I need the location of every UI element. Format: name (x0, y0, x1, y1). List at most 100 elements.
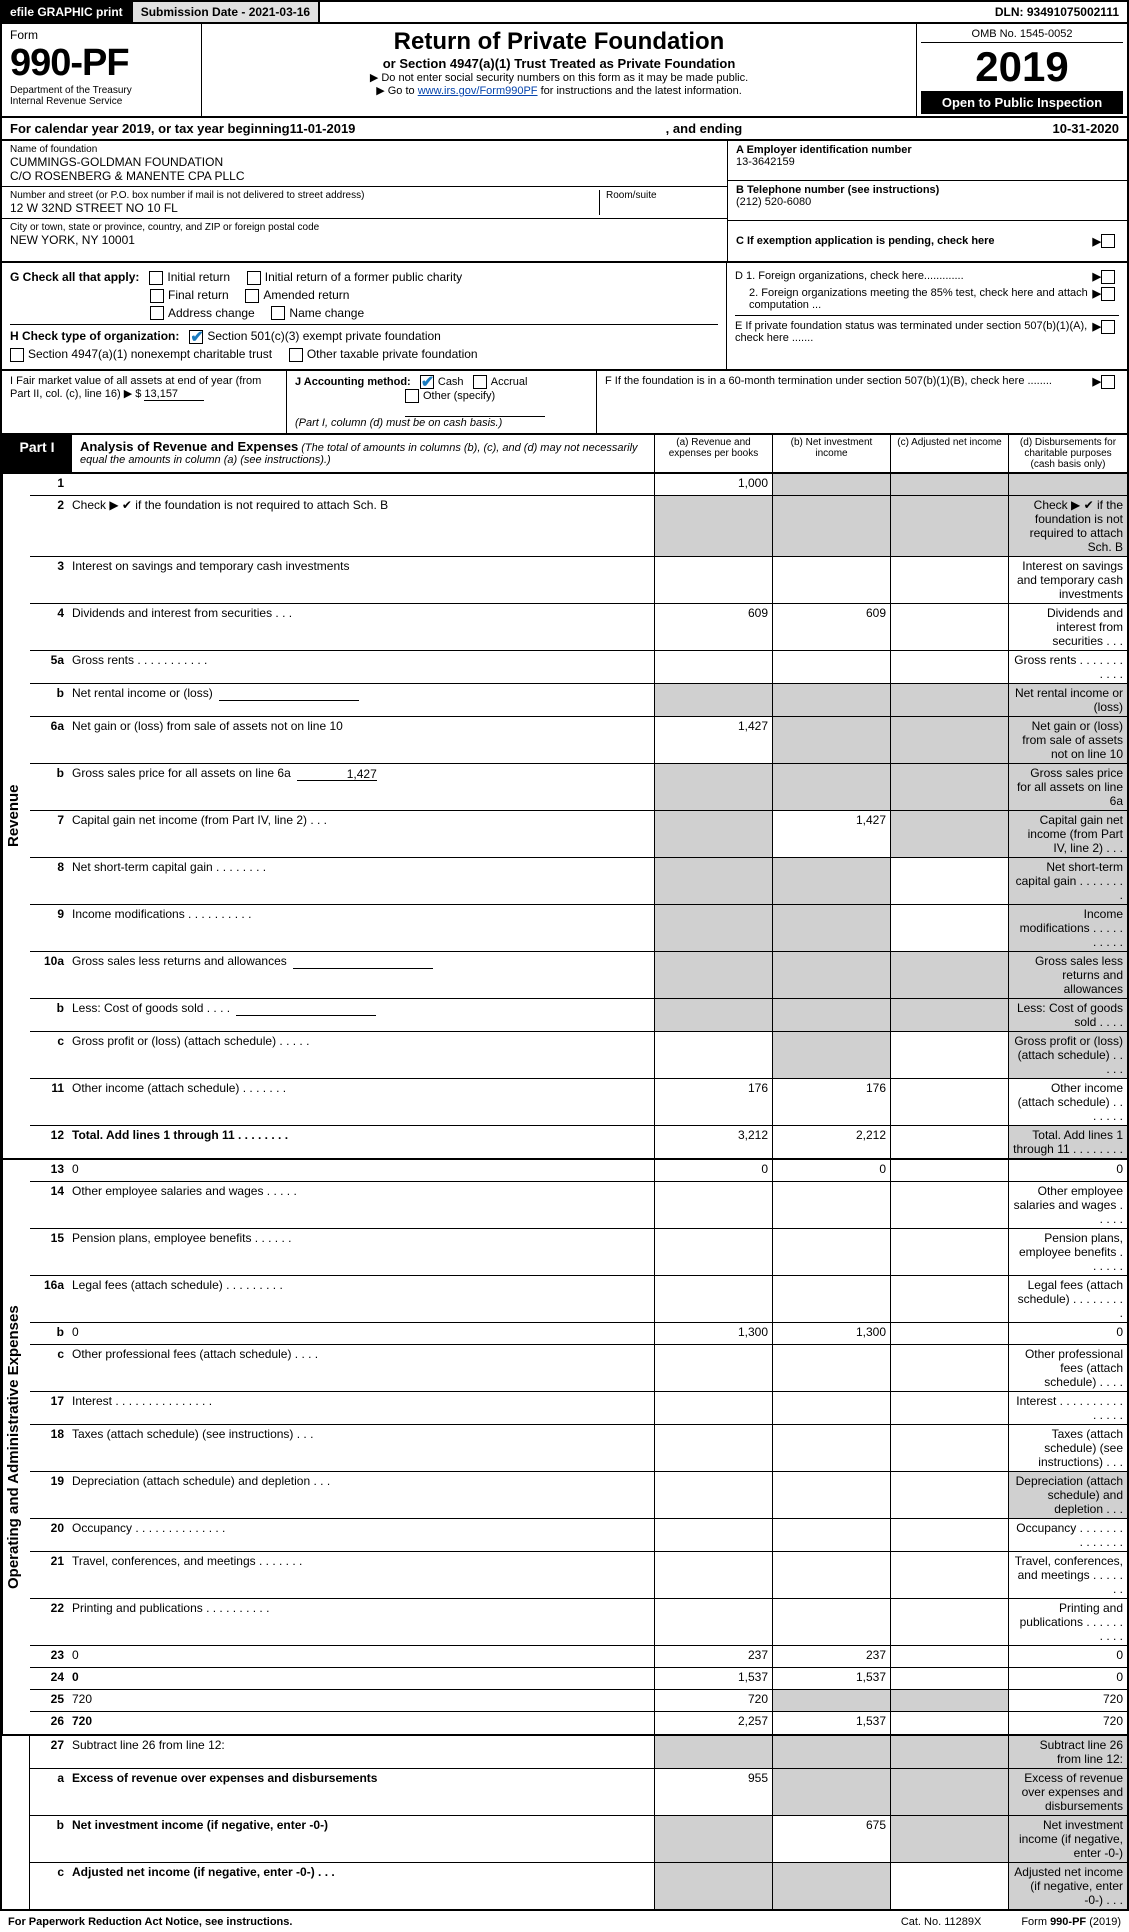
cell-a: 1,000 (655, 474, 773, 495)
cell-c (891, 858, 1009, 904)
cell-a: 1,537 (655, 1668, 773, 1689)
line-desc: 0 (68, 1160, 655, 1181)
efile-label: efile GRAPHIC print (2, 2, 133, 22)
f-checkbox[interactable] (1101, 375, 1115, 389)
line-desc: Excess of revenue over expenses and disb… (68, 1769, 655, 1815)
check-area-g-d: G Check all that apply: Initial return I… (0, 263, 1129, 371)
exemption-checkbox[interactable] (1101, 234, 1115, 248)
name-label: Name of foundation (10, 144, 719, 155)
h-501c3[interactable] (189, 330, 203, 344)
cell-d: Subtract line 26 from line 12: (1009, 1736, 1127, 1768)
line-desc: 0 (68, 1646, 655, 1667)
line-desc: Total. Add lines 1 through 11 . . . . . … (68, 1126, 655, 1158)
foundation-name-2: C/O ROSENBERG & MANENTE CPA PLLC (10, 169, 719, 183)
cell-a (655, 684, 773, 716)
g-amended-return[interactable] (245, 289, 259, 303)
cell-c (891, 1182, 1009, 1228)
cal-end: 10-31-2020 (1053, 121, 1120, 136)
cell-b: 2,212 (773, 1126, 891, 1158)
cell-d: Pension plans, employee benefits . . . .… (1009, 1229, 1127, 1275)
j-accrual[interactable] (473, 375, 487, 389)
line-num: 6a (30, 717, 68, 763)
cell-c (891, 1126, 1009, 1158)
cell-b: 0 (773, 1160, 891, 1181)
line-desc: Check ▶ ✔ if the foundation is not requi… (68, 496, 655, 556)
g-final-return[interactable] (150, 289, 164, 303)
line-desc (68, 474, 655, 495)
city: NEW YORK, NY 10001 (10, 233, 719, 247)
line-desc: Income modifications . . . . . . . . . . (68, 905, 655, 951)
page-footer: For Paperwork Reduction Act Notice, see … (0, 1911, 1129, 1932)
cell-a (655, 1863, 773, 1909)
line-26: 267202,2571,537720 (30, 1712, 1127, 1734)
line-12: 12Total. Add lines 1 through 11 . . . . … (30, 1126, 1127, 1158)
g-initial-former[interactable] (247, 271, 261, 285)
cell-d: Dividends and interest from securities .… (1009, 604, 1127, 650)
cell-a: 3,212 (655, 1126, 773, 1158)
line-desc: Gross sales price for all assets on line… (68, 764, 655, 810)
h-4947[interactable] (10, 348, 24, 362)
h-other-taxable[interactable] (289, 348, 303, 362)
cell-c (891, 764, 1009, 810)
cell-d: Check ▶ ✔ if the foundation is not requi… (1009, 496, 1127, 556)
phone-label: B Telephone number (see instructions) (736, 184, 1119, 196)
cell-b: 675 (773, 1816, 891, 1862)
line-desc: Gross profit or (loss) (attach schedule)… (68, 1032, 655, 1078)
cell-b: 1,537 (773, 1668, 891, 1689)
form-subtitle: or Section 4947(a)(1) Trust Treated as P… (210, 56, 908, 71)
line-desc: 720 (68, 1690, 655, 1711)
j-other[interactable] (405, 389, 419, 403)
line-desc: Depreciation (attach schedule) and deple… (68, 1472, 655, 1518)
g-address-change[interactable] (150, 306, 164, 320)
line-num: c (30, 1345, 68, 1391)
cell-d: Interest . . . . . . . . . . . . . . . (1009, 1392, 1127, 1424)
i-j-f-row: I Fair market value of all assets at end… (0, 371, 1129, 435)
cell-a (655, 1425, 773, 1471)
line-num: 13 (30, 1160, 68, 1181)
e-label: E If private foundation status was termi… (735, 320, 1093, 344)
line-27: 27Subtract line 26 from line 12:Subtract… (30, 1736, 1127, 1769)
line-15: 15Pension plans, employee benefits . . .… (30, 1229, 1127, 1276)
expenses-vlabel: Operating and Administrative Expenses (2, 1160, 30, 1734)
line-desc: Interest . . . . . . . . . . . . . . . (68, 1392, 655, 1424)
line-desc: Adjusted net income (if negative, enter … (68, 1863, 655, 1909)
d2-checkbox[interactable] (1101, 287, 1115, 301)
line-19: 19Depreciation (attach schedule) and dep… (30, 1472, 1127, 1519)
e-checkbox[interactable] (1101, 320, 1115, 334)
line-desc: Capital gain net income (from Part IV, l… (68, 811, 655, 857)
cell-b (773, 1345, 891, 1391)
cell-a (655, 1736, 773, 1768)
cell-a (655, 1276, 773, 1322)
line-desc: Less: Cost of goods sold . . . . (68, 999, 655, 1031)
cell-c (891, 1345, 1009, 1391)
foundation-name-1: CUMMINGS-GOLDMAN FOUNDATION (10, 155, 719, 169)
cell-c (891, 952, 1009, 998)
cell-d: Less: Cost of goods sold . . . . (1009, 999, 1127, 1031)
cell-a (655, 952, 773, 998)
g-initial-return[interactable] (149, 271, 163, 285)
cell-b (773, 1472, 891, 1518)
cell-c (891, 717, 1009, 763)
cell-d: 0 (1009, 1646, 1127, 1667)
irs-link[interactable]: www.irs.gov/Form990PF (418, 85, 538, 97)
line-b: b01,3001,3000 (30, 1323, 1127, 1345)
cal-mid: , and ending (355, 121, 1052, 136)
line-num: b (30, 764, 68, 810)
line-num: 2 (30, 496, 68, 556)
j-cash[interactable] (420, 375, 434, 389)
net-spacer (2, 1736, 30, 1909)
cell-b (773, 952, 891, 998)
cell-b (773, 858, 891, 904)
instr-2-pre: ▶ Go to (376, 85, 417, 97)
line-desc: Legal fees (attach schedule) . . . . . .… (68, 1276, 655, 1322)
cell-d: Other income (attach schedule) . . . . .… (1009, 1079, 1127, 1125)
form-title: Return of Private Foundation (210, 28, 908, 56)
cell-a (655, 1392, 773, 1424)
g-name-change[interactable] (271, 306, 285, 320)
line-desc: Net investment income (if negative, ente… (68, 1816, 655, 1862)
line-num: 7 (30, 811, 68, 857)
net-grid: 27Subtract line 26 from line 12:Subtract… (0, 1736, 1129, 1911)
d1-checkbox[interactable] (1101, 270, 1115, 284)
ein-label: A Employer identification number (736, 144, 1119, 156)
col-c-header: (c) Adjusted net income (891, 435, 1009, 472)
